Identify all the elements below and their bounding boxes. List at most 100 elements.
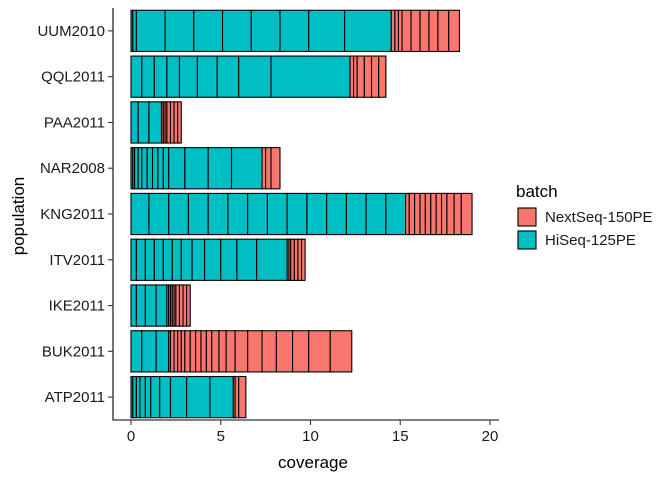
bar-segment <box>370 55 380 98</box>
bar-segment <box>162 147 170 190</box>
bar-segment <box>437 9 450 53</box>
bar-segment <box>308 9 346 53</box>
bar-segment <box>196 55 218 98</box>
bar-segment <box>144 284 157 327</box>
bar-segment <box>166 55 181 98</box>
bar-segment <box>435 192 443 236</box>
bar-segment <box>144 238 155 281</box>
bar-itv2011 <box>130 238 306 281</box>
bar-segment <box>308 330 331 373</box>
y-tick-label: UUM2010 <box>37 23 105 40</box>
bar-paa2011 <box>130 101 182 144</box>
y-tick-label: PAA2011 <box>44 114 105 131</box>
bar-segment <box>414 192 421 236</box>
x-axis-title: coverage <box>278 453 348 472</box>
y-tick-label: KNG2011 <box>40 206 105 223</box>
bar-segment <box>221 9 252 53</box>
bar-segment <box>153 55 168 98</box>
bar-segment <box>356 55 365 98</box>
bar-segment <box>191 238 206 281</box>
bar-segment <box>148 101 163 144</box>
y-tick-label: NAR2008 <box>40 160 105 177</box>
bar-nar2008 <box>130 147 281 190</box>
legend-title: batch <box>516 182 558 201</box>
legend: batch NextSeq-150PE HiSeq-125PE <box>516 182 653 250</box>
bar-segment <box>137 101 150 144</box>
bar-qql2011 <box>130 55 387 98</box>
bar-segment <box>448 9 461 53</box>
bar-segment <box>184 147 209 190</box>
bar-segment <box>155 284 168 327</box>
bar-segment <box>238 55 272 98</box>
x-tick-label: 20 <box>482 428 499 445</box>
bar-segment <box>419 192 426 236</box>
bar-segment <box>227 192 249 236</box>
bar-ike2011 <box>130 284 191 327</box>
bar-segment <box>300 238 306 281</box>
bar-segment <box>211 330 220 373</box>
bar-segment <box>144 375 152 419</box>
bar-segment <box>428 9 439 53</box>
bar-segment <box>187 192 209 236</box>
bar-kng2011 <box>130 192 473 236</box>
bar-segment <box>148 192 170 236</box>
bar-segment <box>291 330 310 373</box>
bar-segment <box>151 147 159 190</box>
y-tick-label: BUK2011 <box>42 343 105 360</box>
y-tick-label: ITV2011 <box>49 252 105 269</box>
bar-segment <box>180 238 193 281</box>
y-tick-label: QQL2011 <box>41 69 105 86</box>
bar-segment <box>265 147 272 190</box>
x-tick-label: 0 <box>127 428 135 445</box>
bar-segment <box>266 192 288 236</box>
bar-segment <box>424 192 432 236</box>
bar-segment <box>225 330 236 373</box>
bar-segment <box>162 238 173 281</box>
bar-segment <box>286 192 308 236</box>
y-tick-label: ATP2011 <box>45 389 105 406</box>
bar-segment <box>326 192 347 236</box>
bar-segment <box>220 238 238 281</box>
bar-segment <box>453 192 462 236</box>
x-tick-label: 5 <box>217 428 225 445</box>
bar-segment <box>186 375 211 419</box>
bar-segment <box>275 330 294 373</box>
x-tick-label: 15 <box>392 428 409 445</box>
bar-segment <box>155 330 170 373</box>
bar-segment <box>205 330 213 373</box>
bar-segment <box>234 330 249 373</box>
bar-segment <box>261 330 277 373</box>
bar-segment <box>408 192 416 236</box>
bar-segment <box>171 238 182 281</box>
bar-segment <box>146 147 154 190</box>
bar-segment <box>460 192 473 236</box>
axes-layer: 0 5 10 15 20 UUM2010 QQL2011 PAA2011 NAR2008 KNG2… <box>37 8 499 445</box>
bar-segment <box>189 330 197 373</box>
legend-label: NextSeq-150PE <box>545 209 653 226</box>
bar-segment <box>168 192 189 236</box>
bar-segment <box>209 375 234 419</box>
bar-segment <box>270 55 351 98</box>
bar-segment <box>135 9 166 53</box>
bar-segment <box>139 375 146 419</box>
bar-segment <box>207 192 229 236</box>
bar-segment <box>169 375 188 419</box>
bar-uum2010 <box>130 9 461 53</box>
bar-segment <box>238 375 247 419</box>
bar-segment <box>279 9 310 53</box>
bar-segment <box>430 192 437 236</box>
bar-segment <box>141 147 148 190</box>
bar-segment <box>135 238 146 281</box>
bar-segment <box>193 9 224 53</box>
bar-segment <box>130 330 143 373</box>
x-tick-label: 10 <box>302 428 319 445</box>
bar-segment <box>130 192 150 236</box>
bar-segment <box>135 284 146 327</box>
bar-segment <box>250 9 281 53</box>
bar-segment <box>236 238 258 281</box>
bar-segment <box>440 192 448 236</box>
y-tick-label: IKE2011 <box>49 298 105 315</box>
legend-swatch <box>517 207 537 227</box>
legend-label: HiSeq-125PE <box>545 232 636 249</box>
